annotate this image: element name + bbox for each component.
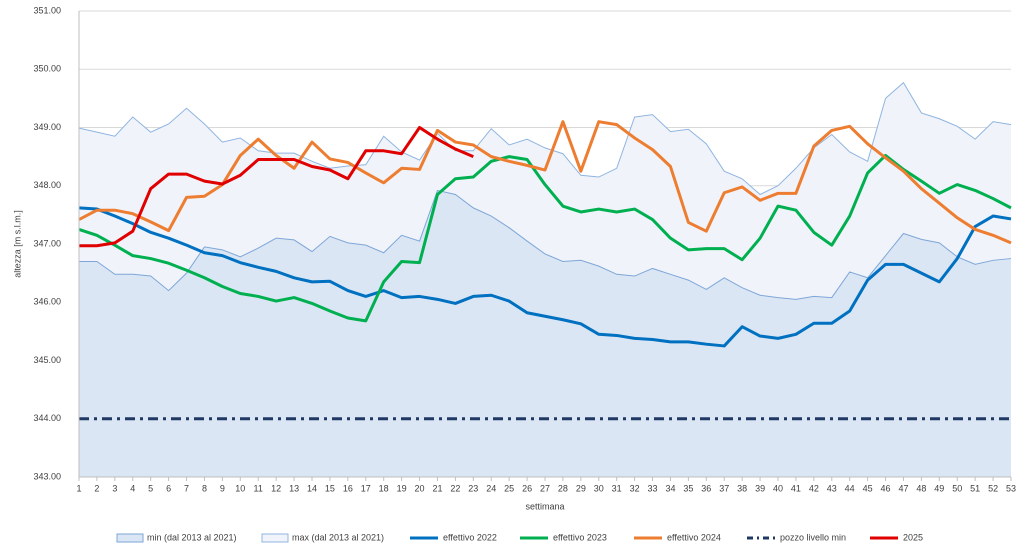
y-tick-label: 349.00: [33, 122, 61, 132]
x-tick-label: 21: [432, 483, 442, 493]
x-tick-label: 13: [289, 483, 299, 493]
x-tick-label: 15: [325, 483, 335, 493]
x-tick-label: 35: [683, 483, 693, 493]
x-tick-label: 46: [881, 483, 891, 493]
x-tick-label: 6: [166, 483, 171, 493]
x-tick-label: 18: [379, 483, 389, 493]
y-tick-label: 350.00: [33, 64, 61, 74]
x-tick-label: 44: [845, 483, 855, 493]
x-tick-label: 52: [988, 483, 998, 493]
x-tick-label: 9: [220, 483, 225, 493]
legend-label: effettivo 2023: [553, 532, 607, 542]
x-tick-label: 7: [184, 483, 189, 493]
x-tick-label: 38: [737, 483, 747, 493]
y-tick-label: 344.00: [33, 413, 61, 423]
x-tick-label: 32: [630, 483, 640, 493]
line: [79, 126, 474, 248]
x-tick-label: 40: [773, 483, 783, 493]
x-tick-label: 50: [952, 483, 962, 493]
x-tick-label: 42: [809, 483, 819, 493]
x-tick-label: 45: [863, 483, 873, 493]
y-axis-label: altezza [m s.l.m.]: [12, 210, 22, 278]
x-tick-label: 16: [343, 483, 353, 493]
x-tick-label: 30: [594, 483, 604, 493]
x-tick-label: 49: [934, 483, 944, 493]
x-tick-label: 14: [307, 483, 317, 493]
x-tick-label: 41: [791, 483, 801, 493]
legend-swatch: [261, 533, 289, 543]
x-tick-label: 36: [701, 483, 711, 493]
y-tick-label: 347.00: [33, 238, 61, 248]
x-tick-label: 53: [1006, 483, 1016, 493]
x-axis-label: settimana: [525, 501, 564, 511]
legend-label: pozzo livello min: [780, 532, 846, 542]
x-tick-label: 22: [450, 483, 460, 493]
line: [78, 120, 1012, 245]
x-tick-label: 1: [76, 483, 81, 493]
x-tick-label: 11: [254, 483, 263, 493]
x-tick-label: 10: [235, 483, 245, 493]
x-tick-label: 51: [970, 483, 980, 493]
x-tick-label: 33: [648, 483, 658, 493]
legend-label: effettivo 2022: [443, 532, 497, 542]
x-tick-label: 19: [397, 483, 407, 493]
x-tick-label: 48: [916, 483, 926, 493]
x-tick-label: 8: [202, 483, 207, 493]
x-tick-label: 28: [558, 483, 568, 493]
x-tick-label: 3: [112, 483, 117, 493]
x-tick-label: 27: [540, 483, 550, 493]
x-tick-label: 20: [415, 483, 425, 493]
area-outline: [78, 81, 1012, 196]
y-tick-label: 348.00: [33, 180, 61, 190]
line: [78, 153, 1012, 323]
x-tick-label: 29: [576, 483, 586, 493]
legend-label: max (dal 2013 al 2021): [292, 532, 384, 542]
legend-label: 2025: [903, 532, 923, 542]
y-tick-label: 343.00: [33, 471, 61, 481]
x-tick-label: 25: [504, 483, 514, 493]
x-tick-label: 43: [827, 483, 837, 493]
x-tick-label: 31: [612, 483, 622, 493]
x-tick-label: 2: [94, 483, 99, 493]
x-tick-label: 39: [755, 483, 765, 493]
legend-label: effettivo 2024: [667, 532, 721, 542]
x-tick-label: 26: [522, 483, 532, 493]
area: [79, 190, 1011, 477]
area-outline: [79, 189, 1012, 300]
x-tick-label: 4: [130, 483, 135, 493]
y-tick-label: 345.00: [33, 355, 61, 365]
x-tick-label: 47: [898, 483, 908, 493]
x-tick-label: 23: [468, 483, 478, 493]
x-tick-label: 12: [271, 483, 281, 493]
legend-swatch: [116, 533, 144, 543]
x-tick-label: 37: [719, 483, 729, 493]
x-tick-label: 5: [148, 483, 153, 493]
x-tick-label: 34: [665, 483, 675, 493]
legend-label: min (dal 2013 al 2021): [147, 532, 237, 542]
x-tick-label: 24: [486, 483, 496, 493]
x-tick-label: 17: [361, 483, 371, 493]
y-tick-label: 351.00: [33, 5, 61, 15]
y-tick-label: 346.00: [33, 297, 61, 307]
line: [78, 206, 1012, 348]
